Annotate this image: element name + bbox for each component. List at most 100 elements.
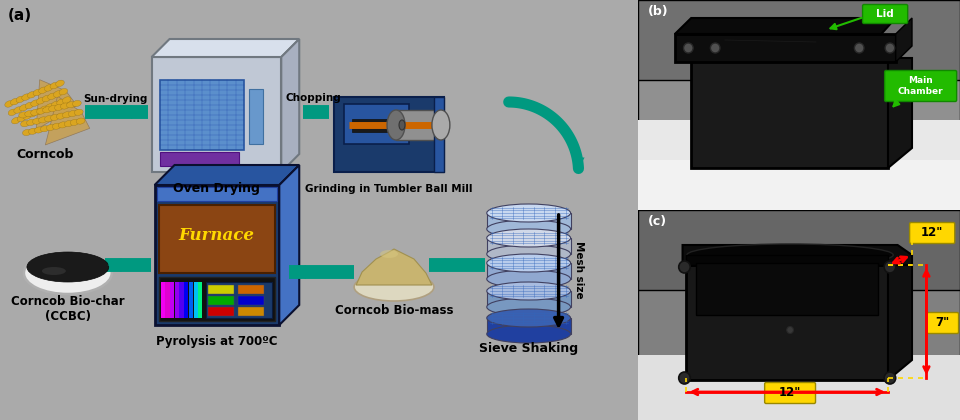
Text: Grinding in Tumbler Ball Mill: Grinding in Tumbler Ball Mill xyxy=(305,184,472,194)
Ellipse shape xyxy=(25,102,34,109)
Ellipse shape xyxy=(487,229,570,247)
FancyBboxPatch shape xyxy=(206,282,273,318)
Text: 12": 12" xyxy=(779,386,802,399)
Polygon shape xyxy=(888,58,912,168)
Ellipse shape xyxy=(19,105,28,111)
Ellipse shape xyxy=(22,129,32,136)
Ellipse shape xyxy=(54,91,62,97)
Polygon shape xyxy=(152,39,300,57)
Ellipse shape xyxy=(44,116,54,122)
Ellipse shape xyxy=(487,282,570,300)
Polygon shape xyxy=(487,318,570,334)
Ellipse shape xyxy=(12,118,20,124)
Ellipse shape xyxy=(387,110,405,140)
Circle shape xyxy=(884,372,896,384)
Text: Sun-drying: Sun-drying xyxy=(84,94,148,104)
FancyBboxPatch shape xyxy=(208,296,234,305)
Ellipse shape xyxy=(487,220,570,238)
FancyBboxPatch shape xyxy=(170,282,174,318)
Ellipse shape xyxy=(49,105,58,112)
FancyBboxPatch shape xyxy=(344,104,409,144)
FancyBboxPatch shape xyxy=(155,185,279,325)
Ellipse shape xyxy=(51,101,60,108)
Polygon shape xyxy=(888,265,912,380)
Ellipse shape xyxy=(35,127,43,133)
Polygon shape xyxy=(675,18,896,34)
Text: Corncob Bio-mass: Corncob Bio-mass xyxy=(335,304,453,317)
Ellipse shape xyxy=(70,119,79,126)
Text: 12": 12" xyxy=(921,226,944,239)
Ellipse shape xyxy=(20,121,30,127)
Text: (a): (a) xyxy=(8,8,32,23)
FancyBboxPatch shape xyxy=(159,152,239,166)
Text: (b): (b) xyxy=(648,5,668,18)
Ellipse shape xyxy=(62,112,71,118)
Ellipse shape xyxy=(39,106,48,113)
Ellipse shape xyxy=(487,245,570,263)
Polygon shape xyxy=(356,249,432,285)
FancyBboxPatch shape xyxy=(189,282,193,318)
FancyBboxPatch shape xyxy=(199,282,203,318)
FancyBboxPatch shape xyxy=(863,5,908,24)
Ellipse shape xyxy=(64,121,73,127)
Polygon shape xyxy=(896,18,912,62)
FancyBboxPatch shape xyxy=(208,307,234,316)
Circle shape xyxy=(885,43,895,53)
Ellipse shape xyxy=(48,93,57,100)
Ellipse shape xyxy=(399,120,405,130)
Ellipse shape xyxy=(25,110,34,117)
Ellipse shape xyxy=(38,87,47,94)
Circle shape xyxy=(710,43,720,53)
Polygon shape xyxy=(36,80,77,130)
Text: Lid: Lid xyxy=(876,9,894,19)
FancyBboxPatch shape xyxy=(160,282,165,318)
Polygon shape xyxy=(279,165,300,325)
FancyBboxPatch shape xyxy=(696,263,878,315)
FancyBboxPatch shape xyxy=(675,34,896,62)
Text: Sieve Shaking: Sieve Shaking xyxy=(479,342,578,355)
Ellipse shape xyxy=(40,126,49,132)
FancyBboxPatch shape xyxy=(238,285,264,294)
Ellipse shape xyxy=(9,109,16,116)
Circle shape xyxy=(787,326,793,333)
FancyBboxPatch shape xyxy=(152,57,281,172)
Text: Main
Chamber: Main Chamber xyxy=(898,76,944,96)
Ellipse shape xyxy=(60,103,69,109)
FancyBboxPatch shape xyxy=(434,97,444,172)
Text: Pyrolysis at 700ºC: Pyrolysis at 700ºC xyxy=(156,335,277,348)
Text: Oven Drying: Oven Drying xyxy=(173,182,260,195)
Ellipse shape xyxy=(33,118,41,124)
Circle shape xyxy=(684,43,693,53)
Polygon shape xyxy=(683,245,912,265)
FancyBboxPatch shape xyxy=(334,97,444,172)
Ellipse shape xyxy=(46,124,55,131)
Text: Chopping: Chopping xyxy=(285,93,341,103)
Ellipse shape xyxy=(44,85,53,91)
Ellipse shape xyxy=(72,100,82,107)
Ellipse shape xyxy=(55,104,63,110)
Ellipse shape xyxy=(59,122,67,128)
Ellipse shape xyxy=(487,298,570,316)
FancyBboxPatch shape xyxy=(175,282,179,318)
FancyBboxPatch shape xyxy=(765,383,815,404)
Ellipse shape xyxy=(62,97,71,103)
Ellipse shape xyxy=(76,118,85,124)
Ellipse shape xyxy=(380,250,398,258)
Ellipse shape xyxy=(36,97,45,104)
FancyBboxPatch shape xyxy=(691,58,888,168)
Ellipse shape xyxy=(487,309,570,327)
FancyBboxPatch shape xyxy=(686,255,888,265)
Ellipse shape xyxy=(38,117,47,123)
Circle shape xyxy=(854,43,864,53)
Ellipse shape xyxy=(42,107,52,113)
Ellipse shape xyxy=(42,95,51,102)
FancyBboxPatch shape xyxy=(910,223,954,244)
Ellipse shape xyxy=(42,267,66,275)
Polygon shape xyxy=(638,120,960,210)
Ellipse shape xyxy=(59,89,67,95)
Ellipse shape xyxy=(33,89,41,96)
Ellipse shape xyxy=(35,108,43,115)
Ellipse shape xyxy=(51,114,60,121)
Text: Corncob: Corncob xyxy=(16,148,74,161)
FancyBboxPatch shape xyxy=(238,296,264,305)
